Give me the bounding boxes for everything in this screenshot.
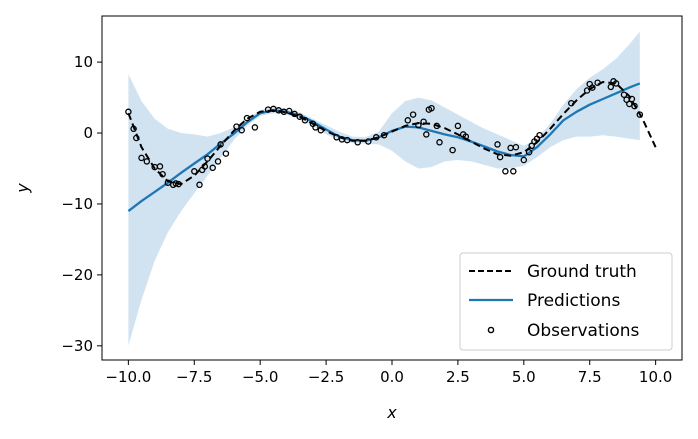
observation-point: [317, 126, 325, 134]
observation-point: [156, 163, 164, 170]
observation-point: [204, 155, 211, 162]
observation-point: [191, 168, 198, 175]
x-tick-label: −2.5: [308, 368, 344, 386]
observation-point: [631, 102, 638, 110]
observation-point: [568, 99, 575, 107]
observation-point: [301, 117, 309, 124]
observation-point: [175, 180, 182, 188]
observation-point: [520, 156, 528, 164]
observation-point: [159, 170, 166, 178]
observation-point: [594, 79, 601, 86]
observation-point: [628, 95, 636, 103]
observation-point: [428, 104, 435, 112]
observation-point: [296, 113, 303, 120]
observation-point: [380, 131, 388, 139]
observation-point: [636, 111, 644, 118]
legend-box: [459, 252, 673, 351]
observation-point: [409, 111, 417, 118]
observation-point: [133, 134, 140, 142]
y-axis-label: y: [13, 183, 32, 194]
observation-point: [525, 148, 533, 156]
x-axis-label: x: [386, 403, 397, 422]
observation-point: [214, 158, 222, 165]
observation-point: [583, 87, 591, 94]
observation-point: [196, 181, 203, 189]
x-tick-label: −5.0: [242, 368, 278, 386]
observation-point: [436, 139, 443, 146]
observation-point: [536, 131, 543, 139]
observation-point: [612, 80, 620, 87]
observation-point: [449, 146, 456, 154]
observation-point: [143, 158, 151, 165]
observation-point: [354, 139, 361, 146]
ground-truth-line: [127, 81, 657, 186]
observation-point: [285, 107, 293, 115]
observation-point: [233, 123, 240, 130]
observation-point: [243, 114, 251, 122]
x-axis-ticks: −10.0 −7.5 −5.0 −2.5 0.0 2.5 5.0 7.5 10.0: [105, 360, 672, 386]
y-tick-label: −10: [61, 195, 93, 213]
observation-point: [423, 131, 430, 138]
observation-point: [510, 168, 517, 175]
y-tick-label: 0: [83, 124, 93, 142]
observation-point: [222, 150, 230, 157]
observation-point: [496, 153, 504, 161]
legend: Ground truth Predictions Observations: [459, 252, 673, 351]
x-tick-label: 7.5: [578, 368, 602, 386]
y-axis-ticks: −30 −20 −10 0 10: [61, 53, 102, 355]
observation-point: [201, 163, 209, 170]
x-tick-label: 2.5: [446, 368, 470, 386]
observation-point: [607, 83, 615, 91]
legend-ground-truth-label: Ground truth: [527, 262, 637, 282]
observation-point: [494, 141, 501, 148]
y-tick-label: −30: [61, 337, 93, 355]
x-tick-label: 5.0: [512, 368, 536, 386]
observation-point: [130, 125, 137, 133]
observation-point: [404, 117, 412, 124]
observation-point: [333, 134, 340, 141]
plot-area: [125, 31, 657, 346]
observation-point: [626, 100, 633, 108]
observation-point: [415, 121, 422, 129]
observation-point: [138, 154, 145, 162]
observation-point: [209, 164, 216, 172]
observation-point: [125, 108, 132, 116]
y-tick-label: 10: [74, 53, 93, 71]
legend-observations-label: Observations: [527, 321, 640, 341]
observation-point: [251, 124, 259, 131]
observation-point: [512, 143, 520, 151]
observation-point: [372, 134, 380, 141]
legend-predictions-label: Predictions: [527, 291, 620, 311]
observation-point: [454, 122, 462, 130]
legend-observations-swatch: [487, 326, 495, 334]
x-tick-label: 10.0: [639, 368, 672, 386]
observation-point: [365, 138, 372, 145]
observation-point: [589, 84, 596, 91]
observation-point: [433, 122, 441, 130]
observation-point: [238, 126, 245, 134]
observation-point: [217, 141, 224, 148]
y-tick-label: −20: [61, 266, 93, 284]
observation-point: [164, 179, 172, 186]
observation-point: [462, 133, 470, 140]
x-tick-label: −7.5: [176, 368, 212, 386]
observation-point: [172, 180, 180, 187]
observation-point: [343, 136, 351, 144]
observation-point: [291, 110, 298, 118]
observation-point: [420, 118, 427, 125]
observation-point: [312, 124, 319, 131]
x-tick-label: 0.0: [380, 368, 404, 386]
x-tick-label: −10.0: [105, 368, 151, 386]
observation-point: [620, 91, 628, 98]
observation-point: [502, 168, 509, 175]
